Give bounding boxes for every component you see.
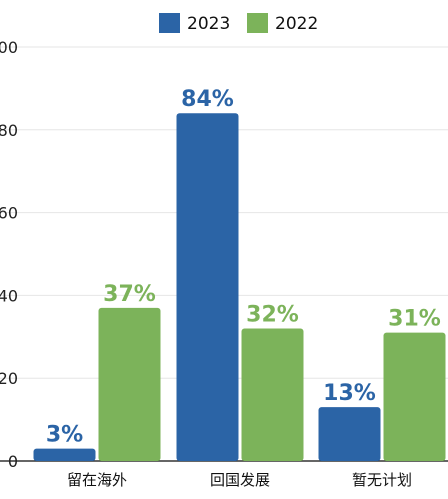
- y-tick-label: 0: [8, 452, 18, 471]
- y-axis-ticks: 0 20 40 60 80 100: [0, 38, 18, 471]
- bar-2023-0: [33, 448, 96, 461]
- data-label-2023-1: 84%: [181, 87, 234, 112]
- data-labels: 3% 37% 84% 32% 13% 31%: [46, 87, 441, 447]
- y-tick-label: 20: [0, 369, 18, 388]
- bar-2022-2: [383, 332, 446, 461]
- data-label-2022-2: 31%: [388, 307, 441, 332]
- legend: 2023 2022: [159, 13, 318, 34]
- x-tick-label: 回国发展: [210, 471, 270, 489]
- y-tick-label: 80: [0, 121, 18, 140]
- data-label-2023-2: 13%: [323, 381, 376, 406]
- data-label-2022-0: 37%: [103, 282, 156, 307]
- bar-2023-2: [318, 407, 381, 461]
- bars: [33, 113, 446, 462]
- data-label-2023-0: 3%: [46, 423, 83, 448]
- bar-2022-1: [241, 328, 304, 461]
- x-tick-label: 留在海外: [67, 471, 127, 489]
- legend-label-2023: 2023: [187, 14, 230, 34]
- legend-swatch-2022: [247, 13, 268, 33]
- bar-2022-0: [98, 307, 161, 461]
- x-tick-label: 暂无计划: [352, 471, 412, 489]
- legend-label-2022: 2022: [275, 14, 318, 34]
- y-tick-label: 100: [0, 38, 18, 57]
- y-tick-label: 60: [0, 204, 18, 223]
- bar-2023-1: [176, 113, 239, 462]
- x-axis-ticks: 留在海外 回国发展 暂无计划: [67, 471, 412, 489]
- legend-swatch-2023: [159, 13, 180, 33]
- data-label-2022-1: 32%: [246, 303, 299, 328]
- y-tick-label: 40: [0, 286, 18, 305]
